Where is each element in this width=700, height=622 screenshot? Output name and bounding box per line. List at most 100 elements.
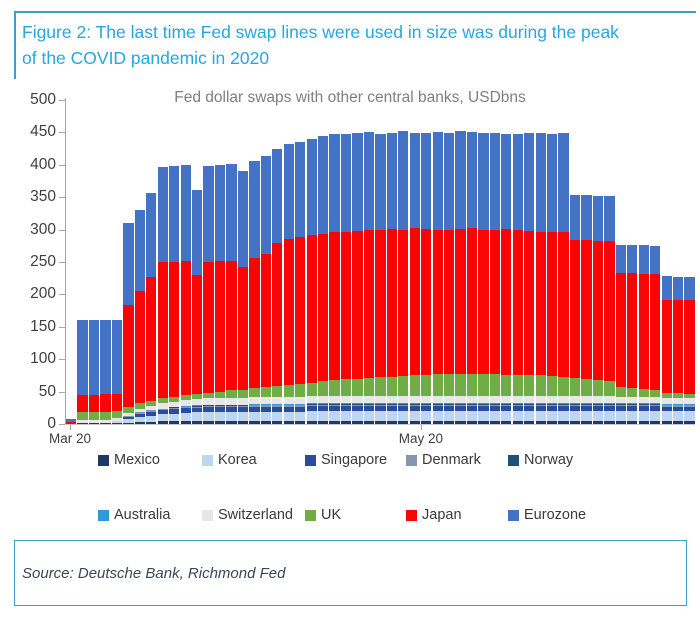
bar-segment-norway (650, 403, 661, 405)
bar-segment-mexico (398, 421, 409, 424)
bar-segment-singapore (203, 407, 214, 412)
bar-segment-eurozone (638, 245, 649, 274)
bar-segment-switzerland (398, 395, 409, 404)
bar-segment-korea (375, 411, 386, 422)
bar-segment-denmark (524, 404, 535, 406)
bar-segment-uk (455, 373, 466, 396)
bar-segment-korea (421, 411, 432, 422)
bar-segment-uk (352, 378, 363, 396)
bar-segment-uk (363, 378, 375, 396)
bar-segment-australia (386, 403, 397, 404)
bar-segment-switzerland (615, 396, 627, 404)
bar-segment-norway (260, 404, 271, 406)
bar-segment-switzerland (191, 399, 203, 406)
bar-segment-denmark (650, 404, 661, 406)
bar-segment-norway (673, 404, 684, 406)
bar-segment-korea (512, 411, 523, 422)
legend-item-norway: Norway (508, 452, 573, 468)
bar-segment-singapore (604, 405, 615, 412)
bar-segment-australia (512, 403, 523, 404)
bar-segment-eurozone (88, 320, 100, 395)
bar-segment-mexico (581, 421, 592, 424)
bar-segment-uk (398, 376, 409, 396)
bar-segment-switzerland (604, 396, 615, 404)
bar-segment-korea (123, 418, 134, 423)
bar-segment-japan (272, 242, 283, 386)
figure-title-block: Figure 2: The last time Fed swap lines w… (14, 11, 696, 79)
bar-segment-switzerland (146, 405, 157, 411)
bar-segment-mexico (569, 421, 581, 424)
bar-segment-japan (340, 231, 352, 380)
bar-segment-norway (249, 404, 260, 406)
bar-segment-japan (398, 229, 409, 377)
bar-segment-japan (352, 230, 363, 379)
bar-segment-eurozone (146, 193, 157, 277)
bar-segment-mexico (306, 421, 317, 424)
bar-segment-mexico (650, 421, 661, 424)
bar-segment-uk (615, 386, 627, 397)
bar-segment-korea (443, 411, 455, 422)
bar-segment-uk (317, 381, 329, 396)
x-tick-mark (70, 425, 72, 430)
bar-segment-korea (627, 411, 638, 422)
bar-segment-uk (191, 394, 203, 400)
bar-segment-denmark (466, 404, 478, 406)
bar-segment-singapore (627, 405, 638, 412)
bar-segment-eurozone (237, 171, 249, 268)
bar-segment-eurozone (260, 156, 271, 255)
bar-segment-switzerland (409, 395, 420, 404)
bar-segment-denmark (673, 405, 684, 407)
bar-segment-denmark (123, 416, 134, 417)
bar-segment-uk (237, 389, 249, 399)
bar-segment-japan (191, 275, 203, 395)
bar-segment-mexico (272, 421, 283, 424)
bar-segment-mexico (604, 421, 615, 424)
bar-segment-denmark (409, 404, 420, 406)
bar-segment-eurozone (272, 148, 283, 243)
y-tick-label: 100 (30, 350, 56, 368)
bar-segment-switzerland (569, 396, 581, 404)
bar-segment-mexico (421, 421, 432, 424)
stacked-bar (547, 133, 558, 424)
bar-segment-singapore (226, 407, 237, 412)
legend-swatch-australia (98, 509, 109, 521)
bar-segment-singapore (661, 406, 672, 412)
bar-segment-switzerland (283, 396, 294, 404)
bar-segment-eurozone (615, 244, 627, 274)
stacked-bar (146, 193, 157, 424)
stacked-bar (363, 131, 375, 424)
bar-segment-eurozone (455, 131, 466, 230)
bar-segment-australia (329, 403, 340, 404)
y-tick-mark (59, 197, 65, 199)
bar-segment-norway (398, 403, 409, 405)
bar-segment-switzerland (295, 396, 306, 404)
bar-segment-australia (237, 404, 249, 406)
bar-segment-switzerland (684, 397, 695, 404)
bar-segment-eurozone (180, 164, 191, 262)
bar-segment-korea (295, 411, 306, 422)
stacked-bar (249, 161, 260, 424)
bar-segment-korea (478, 411, 489, 422)
bar-segment-japan (111, 394, 123, 412)
legend-item-denmark: Denmark (406, 452, 481, 468)
bar-segment-eurozone (535, 133, 546, 232)
bar-segment-australia (489, 403, 501, 404)
bar-segment-mexico (237, 421, 249, 424)
bar-segment-switzerland (306, 395, 317, 404)
legend-item-uk: UK (305, 507, 341, 523)
bar-segment-denmark (478, 404, 489, 406)
bar-segment-eurozone (558, 132, 569, 233)
bar-segment-australia (295, 403, 306, 405)
bar-segment-denmark (558, 404, 569, 406)
bar-segment-switzerland (489, 395, 501, 404)
bar-segment-eurozone (547, 133, 558, 233)
bar-segment-switzerland (592, 396, 604, 404)
bar-segment-eurozone (123, 223, 134, 305)
bar-segment-korea (638, 411, 649, 422)
bar-segment-uk (123, 407, 134, 414)
bar-segment-eurozone (77, 320, 88, 395)
legend-item-mexico: Mexico (98, 452, 160, 468)
bar-segment-mexico (180, 421, 191, 424)
bar-segment-japan (558, 232, 569, 377)
y-tick-mark (59, 229, 65, 231)
